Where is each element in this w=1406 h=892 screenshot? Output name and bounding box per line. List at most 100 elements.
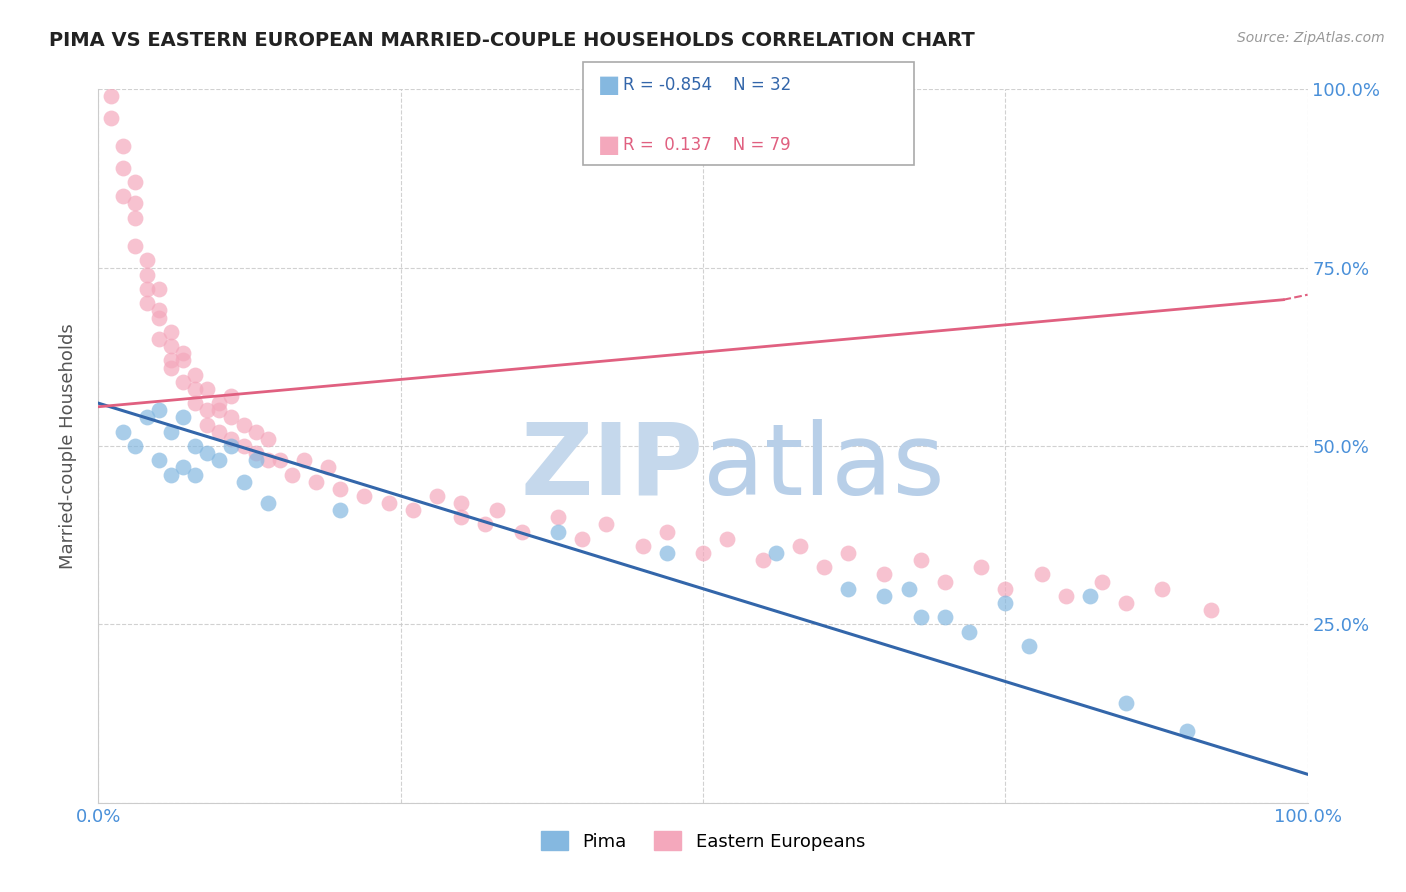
Point xyxy=(292,453,315,467)
Text: Source: ZipAtlas.com: Source: ZipAtlas.com xyxy=(1237,31,1385,45)
Point xyxy=(135,410,157,425)
Point xyxy=(1199,603,1222,617)
Point xyxy=(135,282,157,296)
Point xyxy=(172,353,194,368)
Point xyxy=(873,589,896,603)
Point xyxy=(692,546,714,560)
Point xyxy=(256,496,278,510)
Point xyxy=(402,503,425,517)
Point xyxy=(837,582,859,596)
Point xyxy=(184,368,207,382)
Point xyxy=(305,475,328,489)
Point xyxy=(1078,589,1101,603)
Text: ■: ■ xyxy=(598,134,620,157)
Point xyxy=(547,510,569,524)
Point xyxy=(111,425,134,439)
Point xyxy=(1091,574,1114,589)
Point xyxy=(221,439,243,453)
Point xyxy=(256,453,278,467)
Point xyxy=(873,567,896,582)
Point xyxy=(195,382,218,396)
Point xyxy=(245,453,267,467)
Point xyxy=(571,532,593,546)
Point xyxy=(221,389,243,403)
Point xyxy=(208,453,231,467)
Point xyxy=(111,161,134,175)
Point xyxy=(450,496,472,510)
Point xyxy=(910,610,932,624)
Point xyxy=(329,503,352,517)
Point xyxy=(124,175,146,189)
Point xyxy=(172,346,194,360)
Point xyxy=(195,446,218,460)
Point xyxy=(510,524,533,539)
Point xyxy=(172,410,194,425)
Point xyxy=(221,432,243,446)
Point xyxy=(655,546,678,560)
Point xyxy=(486,503,509,517)
Point xyxy=(124,211,146,225)
Point xyxy=(100,89,122,103)
Point xyxy=(281,467,304,482)
Point xyxy=(160,425,183,439)
Point xyxy=(135,296,157,310)
Point xyxy=(377,496,399,510)
Point xyxy=(1018,639,1040,653)
Point xyxy=(813,560,835,574)
Point xyxy=(329,482,352,496)
Point xyxy=(172,375,194,389)
Point xyxy=(111,139,134,153)
Point xyxy=(208,396,231,410)
Point xyxy=(910,553,932,567)
Point xyxy=(135,253,157,268)
Point xyxy=(160,325,183,339)
Text: R =  0.137    N = 79: R = 0.137 N = 79 xyxy=(623,136,790,154)
Point xyxy=(245,425,267,439)
Point xyxy=(184,382,207,396)
Point xyxy=(1175,724,1198,739)
Point xyxy=(256,432,278,446)
Point xyxy=(184,467,207,482)
Point xyxy=(148,282,170,296)
Legend: Pima, Eastern Europeans: Pima, Eastern Europeans xyxy=(534,824,872,858)
Point xyxy=(994,582,1017,596)
Point xyxy=(135,268,157,282)
Point xyxy=(148,453,170,467)
Point xyxy=(716,532,738,546)
Point xyxy=(195,417,218,432)
Point xyxy=(631,539,654,553)
Point xyxy=(124,439,146,453)
Text: PIMA VS EASTERN EUROPEAN MARRIED-COUPLE HOUSEHOLDS CORRELATION CHART: PIMA VS EASTERN EUROPEAN MARRIED-COUPLE … xyxy=(49,31,974,50)
Point xyxy=(184,396,207,410)
Point xyxy=(474,517,496,532)
Point xyxy=(789,539,811,553)
Point xyxy=(208,403,231,417)
Text: atlas: atlas xyxy=(703,419,945,516)
Point xyxy=(221,410,243,425)
Point xyxy=(1115,696,1137,710)
Point xyxy=(148,332,170,346)
Point xyxy=(160,360,183,375)
Point xyxy=(232,439,254,453)
Text: R = -0.854    N = 32: R = -0.854 N = 32 xyxy=(623,76,792,94)
Point xyxy=(1152,582,1174,596)
Point xyxy=(752,553,775,567)
Text: ZIP: ZIP xyxy=(520,419,703,516)
Point xyxy=(148,403,170,417)
Point xyxy=(172,460,194,475)
Point xyxy=(934,610,956,624)
Point xyxy=(353,489,375,503)
Point xyxy=(897,582,920,596)
Point xyxy=(195,403,218,417)
Point xyxy=(160,467,183,482)
Y-axis label: Married-couple Households: Married-couple Households xyxy=(59,323,77,569)
Point xyxy=(994,596,1017,610)
Point xyxy=(1054,589,1077,603)
Point xyxy=(124,196,146,211)
Point xyxy=(547,524,569,539)
Point xyxy=(765,546,787,560)
Point xyxy=(837,546,859,560)
Point xyxy=(208,425,231,439)
Point xyxy=(934,574,956,589)
Point xyxy=(124,239,146,253)
